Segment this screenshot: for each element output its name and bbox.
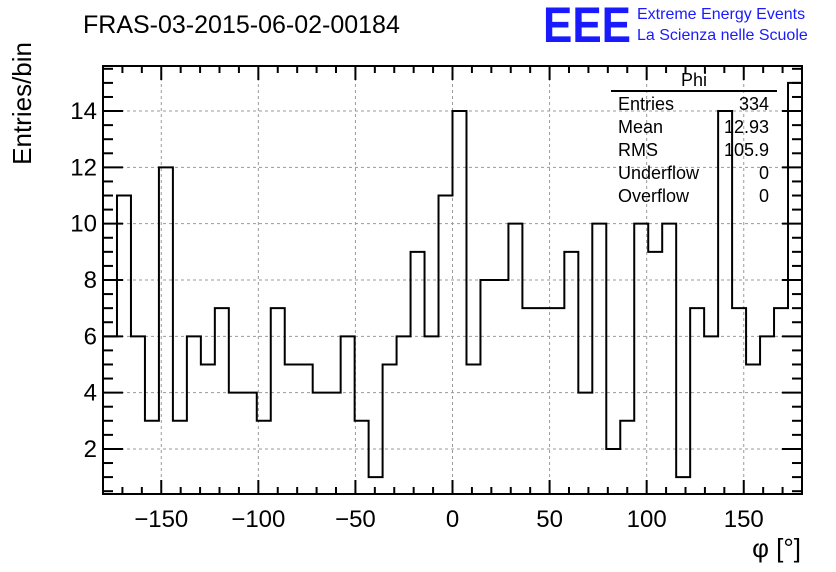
statistics-box: Phi Entries 334 Mean 12.93 RMS 105.9 Underflow… xyxy=(611,70,777,206)
stats-row-value: 0 xyxy=(759,186,769,206)
stats-row-value: 12.93 xyxy=(724,117,769,137)
x-tick-label: 50 xyxy=(536,506,563,533)
y-tick-labels: 2 4 6 8 10 12 14 xyxy=(70,98,97,463)
x-tick-label: −50 xyxy=(335,506,376,533)
y-tick-label: 10 xyxy=(70,211,97,238)
x-tick-label: 100 xyxy=(627,506,667,533)
y-tick-label: 4 xyxy=(84,380,97,407)
x-axis-label: φ [°] xyxy=(752,533,801,563)
axis-ticks xyxy=(102,66,803,494)
logo-line-2: La Scienza nelle Scuole xyxy=(637,27,808,44)
stats-row-label: Underflow xyxy=(618,163,700,183)
stats-row-value: 334 xyxy=(739,94,769,114)
run-title: FRAS-03-2015-06-02-00184 xyxy=(83,11,400,39)
y-tick-label: 2 xyxy=(84,436,97,463)
eee-logo-letters: EEE xyxy=(543,0,631,53)
y-tick-label: 6 xyxy=(84,323,97,350)
stats-row-value: 105.9 xyxy=(724,140,769,160)
stats-row-label: Entries xyxy=(618,94,674,114)
stats-title: Phi xyxy=(681,70,707,90)
y-tick-label: 14 xyxy=(70,98,97,125)
y-tick-label: 12 xyxy=(70,154,97,181)
histogram-outline xyxy=(102,81,803,494)
grid-lines xyxy=(103,66,802,494)
stats-row-label: Mean xyxy=(618,117,663,137)
x-tick-label: −150 xyxy=(134,506,188,533)
stats-row-label: Overflow xyxy=(618,186,690,206)
logo-line-1: Extreme Energy Events xyxy=(637,6,805,23)
x-tick-label: 150 xyxy=(724,506,764,533)
stats-row-value: 0 xyxy=(759,163,769,183)
y-tick-label: 8 xyxy=(84,267,97,294)
x-tick-labels: −150 −100 −50 0 50 100 150 xyxy=(134,506,764,533)
y-axis-label: Entries/bin xyxy=(7,42,37,165)
stats-row-label: RMS xyxy=(618,140,658,160)
plot-frame xyxy=(102,65,803,495)
x-tick-label: 0 xyxy=(446,506,459,533)
x-tick-label: −100 xyxy=(231,506,285,533)
